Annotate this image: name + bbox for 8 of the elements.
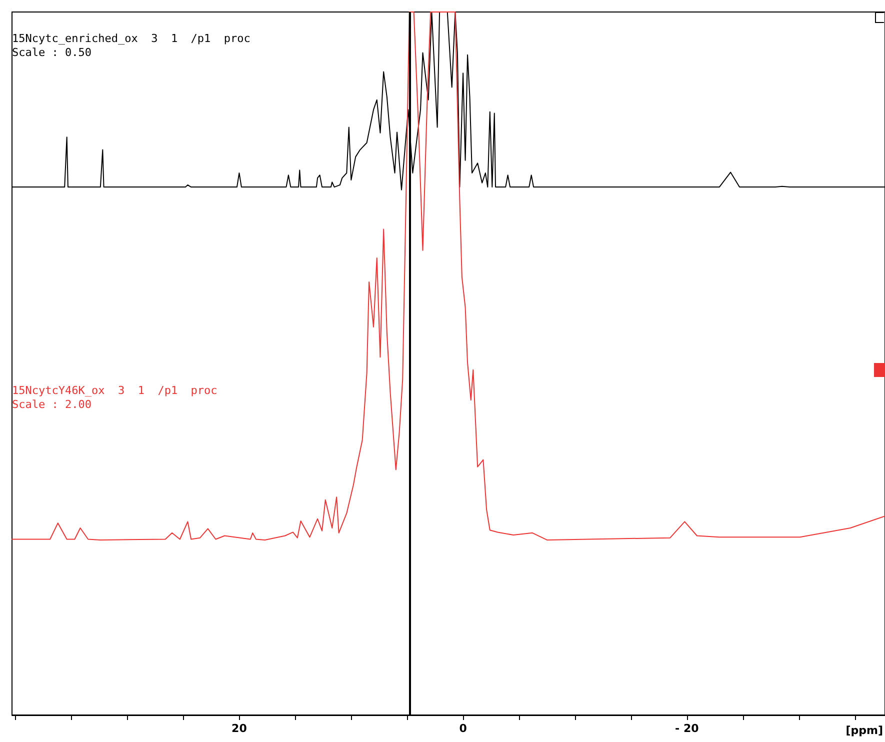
x-tick-label: 0 <box>459 722 468 735</box>
x-tick-label: - 20 <box>675 722 700 735</box>
x-axis-title: [ppm] <box>846 724 883 737</box>
x-tick-label: 20 <box>232 722 248 735</box>
annotation: Scale : 0.50 <box>12 46 92 59</box>
text: 15Ncytc_enriched_ox 3 1 /p1 proc <box>12 32 250 45</box>
text: 15NcytcY46K_ox 3 1 /p1 proc <box>12 384 218 397</box>
annotation: Scale : 2.00 <box>12 398 92 411</box>
